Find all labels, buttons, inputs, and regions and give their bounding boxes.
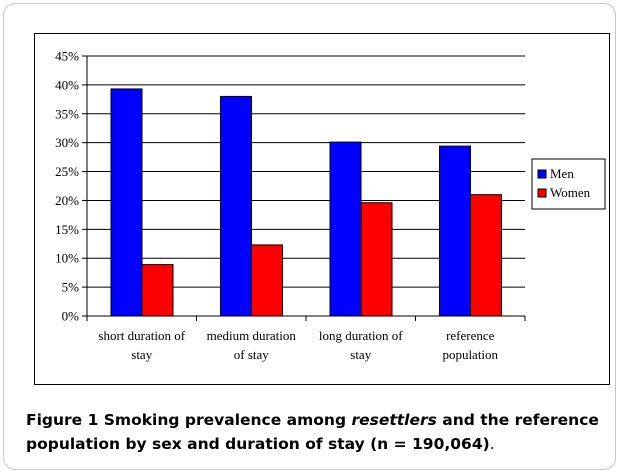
- x-category-label: stay: [131, 347, 152, 362]
- legend-swatch-women: [537, 188, 547, 198]
- x-category-label: population: [442, 347, 498, 362]
- figure-label: Figure 1: [26, 411, 99, 429]
- bar-men-1: [220, 95, 252, 317]
- y-tick-label: 15%: [55, 222, 79, 237]
- legend-label-women: Women: [550, 185, 591, 200]
- y-tick-label: 45%: [55, 49, 79, 64]
- x-category-label: reference: [446, 328, 495, 343]
- y-tick-label: 40%: [55, 77, 79, 92]
- y-tick-label: 35%: [55, 106, 79, 121]
- bar-men-2: [329, 141, 362, 317]
- bar-women-1: [251, 244, 283, 317]
- figure-frame: 0% 5% 10% 15% 20% 25% 30% 35% 40% 45% short durati…: [3, 3, 616, 470]
- legend-label-men: Men: [550, 166, 574, 181]
- legend-swatch-men: [537, 169, 547, 179]
- bar-women-0: [141, 264, 174, 317]
- y-tick-label: 25%: [55, 164, 79, 179]
- y-tick-label: 5%: [62, 280, 80, 295]
- x-category-label: long duration of: [319, 328, 403, 343]
- bar-chart: 0% 5% 10% 15% 20% 25% 30% 35% 40% 45% short durati…: [55, 49, 606, 362]
- figure-caption: Figure 1 Smoking prevalence among resett…: [26, 408, 616, 456]
- legend-box: [531, 158, 606, 210]
- x-category-label: stay: [350, 347, 371, 362]
- caption-end: .: [489, 435, 495, 453]
- x-category-label: medium duration: [207, 328, 297, 343]
- caption-text-after: and the reference population by sex and …: [26, 411, 599, 453]
- bar-women-2: [360, 202, 393, 317]
- caption-text-before: Smoking prevalence among: [98, 411, 352, 429]
- bar-men-0: [110, 88, 143, 317]
- x-category-label: short duration of: [98, 328, 185, 343]
- y-tick-label: 10%: [55, 251, 79, 266]
- bar-men-3: [439, 145, 471, 317]
- caption-italic: resettlers: [351, 411, 437, 429]
- y-tick-label: 0%: [62, 309, 80, 324]
- x-category-label: of stay: [234, 347, 270, 362]
- y-tick-label: 20%: [55, 193, 79, 208]
- bar-women-3: [470, 194, 502, 317]
- y-tick-label: 30%: [55, 135, 79, 150]
- chart-area: 0% 5% 10% 15% 20% 25% 30% 35% 40% 45% short durati…: [34, 33, 610, 385]
